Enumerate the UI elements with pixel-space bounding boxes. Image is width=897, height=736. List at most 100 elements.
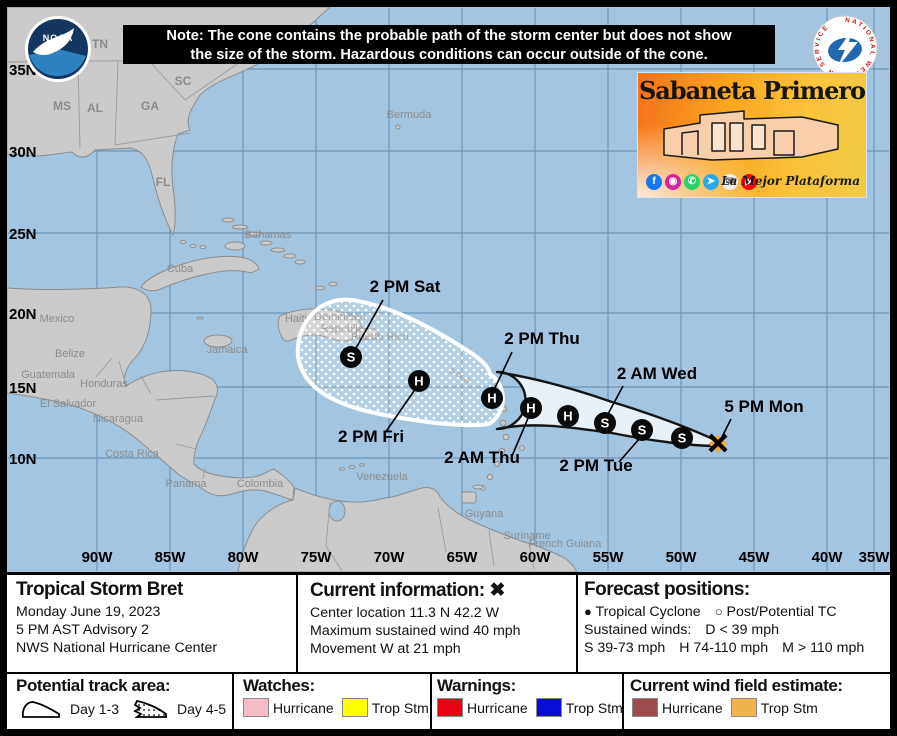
place-label-tn: TN xyxy=(92,37,108,51)
hurricane-watch-swatch xyxy=(243,698,269,717)
youtube-icon: ▶ xyxy=(741,174,757,190)
svg-text:H: H xyxy=(487,391,496,406)
place-label-bermuda: Bermuda xyxy=(387,109,433,121)
lon-label-40W: 40W xyxy=(812,549,844,566)
winds-d: D < 39 mph xyxy=(705,622,780,638)
time-label-5-pm-mon: 5 PM Mon xyxy=(724,397,803,416)
forecast-positions: Forecast positions: ● Tropical Cyclone ○… xyxy=(584,579,864,658)
lat-label-10N: 10N xyxy=(9,451,37,468)
leader-2-pm-tue xyxy=(618,437,641,463)
place-label-colombia: Colombia xyxy=(237,478,284,490)
divider xyxy=(576,575,578,672)
divider xyxy=(622,674,624,729)
place-label-costa-rica: Costa Rica xyxy=(105,448,160,460)
jamaica-island xyxy=(203,334,233,348)
watermark-title: Sabaneta Primero xyxy=(638,76,866,105)
noaa-logo-text: NOAA xyxy=(43,33,74,43)
info-panel: Tropical Storm Bret Monday June 19, 2023… xyxy=(7,572,890,729)
forecast-point-h-4: H xyxy=(557,405,579,427)
email-icon: ✉ xyxy=(722,174,738,190)
lat-label-20N: 20N xyxy=(9,306,37,323)
day1-3-cone-icon xyxy=(21,701,60,718)
place-label-ga: GA xyxy=(141,99,159,113)
forecast-point-s-7: S xyxy=(671,427,693,449)
place-label-jamaica: Jamaica xyxy=(207,344,249,356)
place-label-bahamas: Bahamas xyxy=(245,229,292,241)
lon-label-75W: 75W xyxy=(301,549,333,566)
trop-stm-watch-swatch xyxy=(341,698,368,717)
svg-text:S: S xyxy=(678,431,687,446)
current-info-title: Current information: xyxy=(310,580,485,601)
forecast-point-h-2: H xyxy=(481,387,503,409)
hurricane-watch-label: Hurricane xyxy=(273,699,334,716)
svg-text:H: H xyxy=(526,401,535,416)
tropical-cyclone-label: Tropical Cyclone xyxy=(595,604,701,620)
advisory-number: 5 PM AST Advisory 2 xyxy=(16,622,149,638)
place-label-haiti: Haiti xyxy=(285,313,307,325)
place-label-nicaragua: Nicaragua xyxy=(93,413,144,425)
time-label-leaders xyxy=(355,299,732,463)
place-label-honduras: Honduras xyxy=(80,378,128,390)
lon-label-65W: 65W xyxy=(447,549,479,566)
lat-label-25N: 25N xyxy=(9,226,37,243)
watermark-tagline: La Mejor Plataforma xyxy=(721,174,860,188)
forecast-point-s-5: S xyxy=(594,412,616,434)
winds-h: H 74-110 mph xyxy=(679,640,769,656)
lon-label-90W: 90W xyxy=(82,549,114,566)
hurricane-warning-label: Hurricane xyxy=(467,699,528,716)
place-label-ms: MS xyxy=(53,99,71,113)
leader-2-am-wed xyxy=(607,385,624,415)
issuing-office: NWS National Hurricane Center xyxy=(16,640,218,656)
day4-5-cone-icon xyxy=(133,699,167,718)
warnings-title: Warnings: xyxy=(437,676,516,695)
note-line-1: Note: The cone contains the probable pat… xyxy=(166,28,732,44)
lightning-bolt-icon xyxy=(837,30,858,68)
bahamas-islands xyxy=(221,217,338,291)
trop-stm-warning-swatch xyxy=(535,698,562,717)
current-position-x-icon: ✖ xyxy=(489,580,506,601)
divider xyxy=(232,674,234,729)
wind-field-title: Current wind field estimate: xyxy=(630,676,843,695)
movement: Movement W at 21 mph xyxy=(310,641,461,657)
divider xyxy=(430,674,432,729)
time-label-2-am-thu: 2 AM Thu xyxy=(444,448,520,467)
place-label-cuba: Cuba xyxy=(167,263,194,275)
time-labels: 2 PM Sat 2 PM Thu 2 AM Wed 5 PM Mon 2 PM Tue… xyxy=(338,277,804,475)
storm-title: Tropical Storm Bret xyxy=(16,579,183,600)
hurricane-wind-field-swatch xyxy=(632,698,658,717)
lon-label-80W: 80W xyxy=(228,549,260,566)
place-label-sc: SC xyxy=(175,74,192,88)
place-label-mexico: Mexico xyxy=(40,313,75,325)
leader-2-am-thu xyxy=(511,415,530,457)
hurricane-warning-swatch xyxy=(437,698,463,717)
lon-label-45W: 45W xyxy=(739,549,771,566)
trop-stm-wind-field-swatch xyxy=(730,698,757,717)
axis-labels: 90W 85W 80W 75W 70W 65W 60W 55W 50W 45W 40W 35W 35N 3… xyxy=(9,62,890,566)
bermuda-island xyxy=(395,124,401,130)
leader-5-pm-mon xyxy=(721,418,732,438)
current-information: Current information: ✖ Center location 1… xyxy=(310,579,521,659)
forecast-point-s-6: S xyxy=(631,419,653,441)
lat-label-35N: 35N xyxy=(9,62,37,79)
note-line-2: the size of the storm. Hazardous conditi… xyxy=(190,46,708,63)
trop-stm-wind-field-label: Trop Stm xyxy=(760,699,818,716)
advisory-date: Monday June 19, 2023 xyxy=(16,604,161,620)
svg-text:S: S xyxy=(347,350,356,365)
svg-text:H: H xyxy=(414,374,423,389)
place-label-al: AL xyxy=(87,101,103,115)
facebook-icon: f xyxy=(646,174,662,190)
winds-m: M > 110 mph xyxy=(782,640,865,656)
leader-2-pm-thu xyxy=(493,351,513,391)
watermark-card: Sabaneta Primero f ◉ ✆ ➤ ✉ ▶ La Mejor Pl… xyxy=(637,72,867,198)
lon-label-50W: 50W xyxy=(666,549,698,566)
forecast-positions-title: Forecast positions: xyxy=(584,579,750,600)
lon-label-85W: 85W xyxy=(155,549,187,566)
place-label-fl: FL xyxy=(156,175,171,189)
time-label-2-am-wed: 2 AM Wed xyxy=(617,364,697,383)
time-label-2-pm-fri: 2 PM Fri xyxy=(338,427,404,446)
cuba-island xyxy=(140,255,260,292)
day4-5-label: Day 4-5 xyxy=(177,701,227,717)
lat-label-30N: 30N xyxy=(9,144,37,161)
noaa-logo: NOAA xyxy=(25,16,91,82)
